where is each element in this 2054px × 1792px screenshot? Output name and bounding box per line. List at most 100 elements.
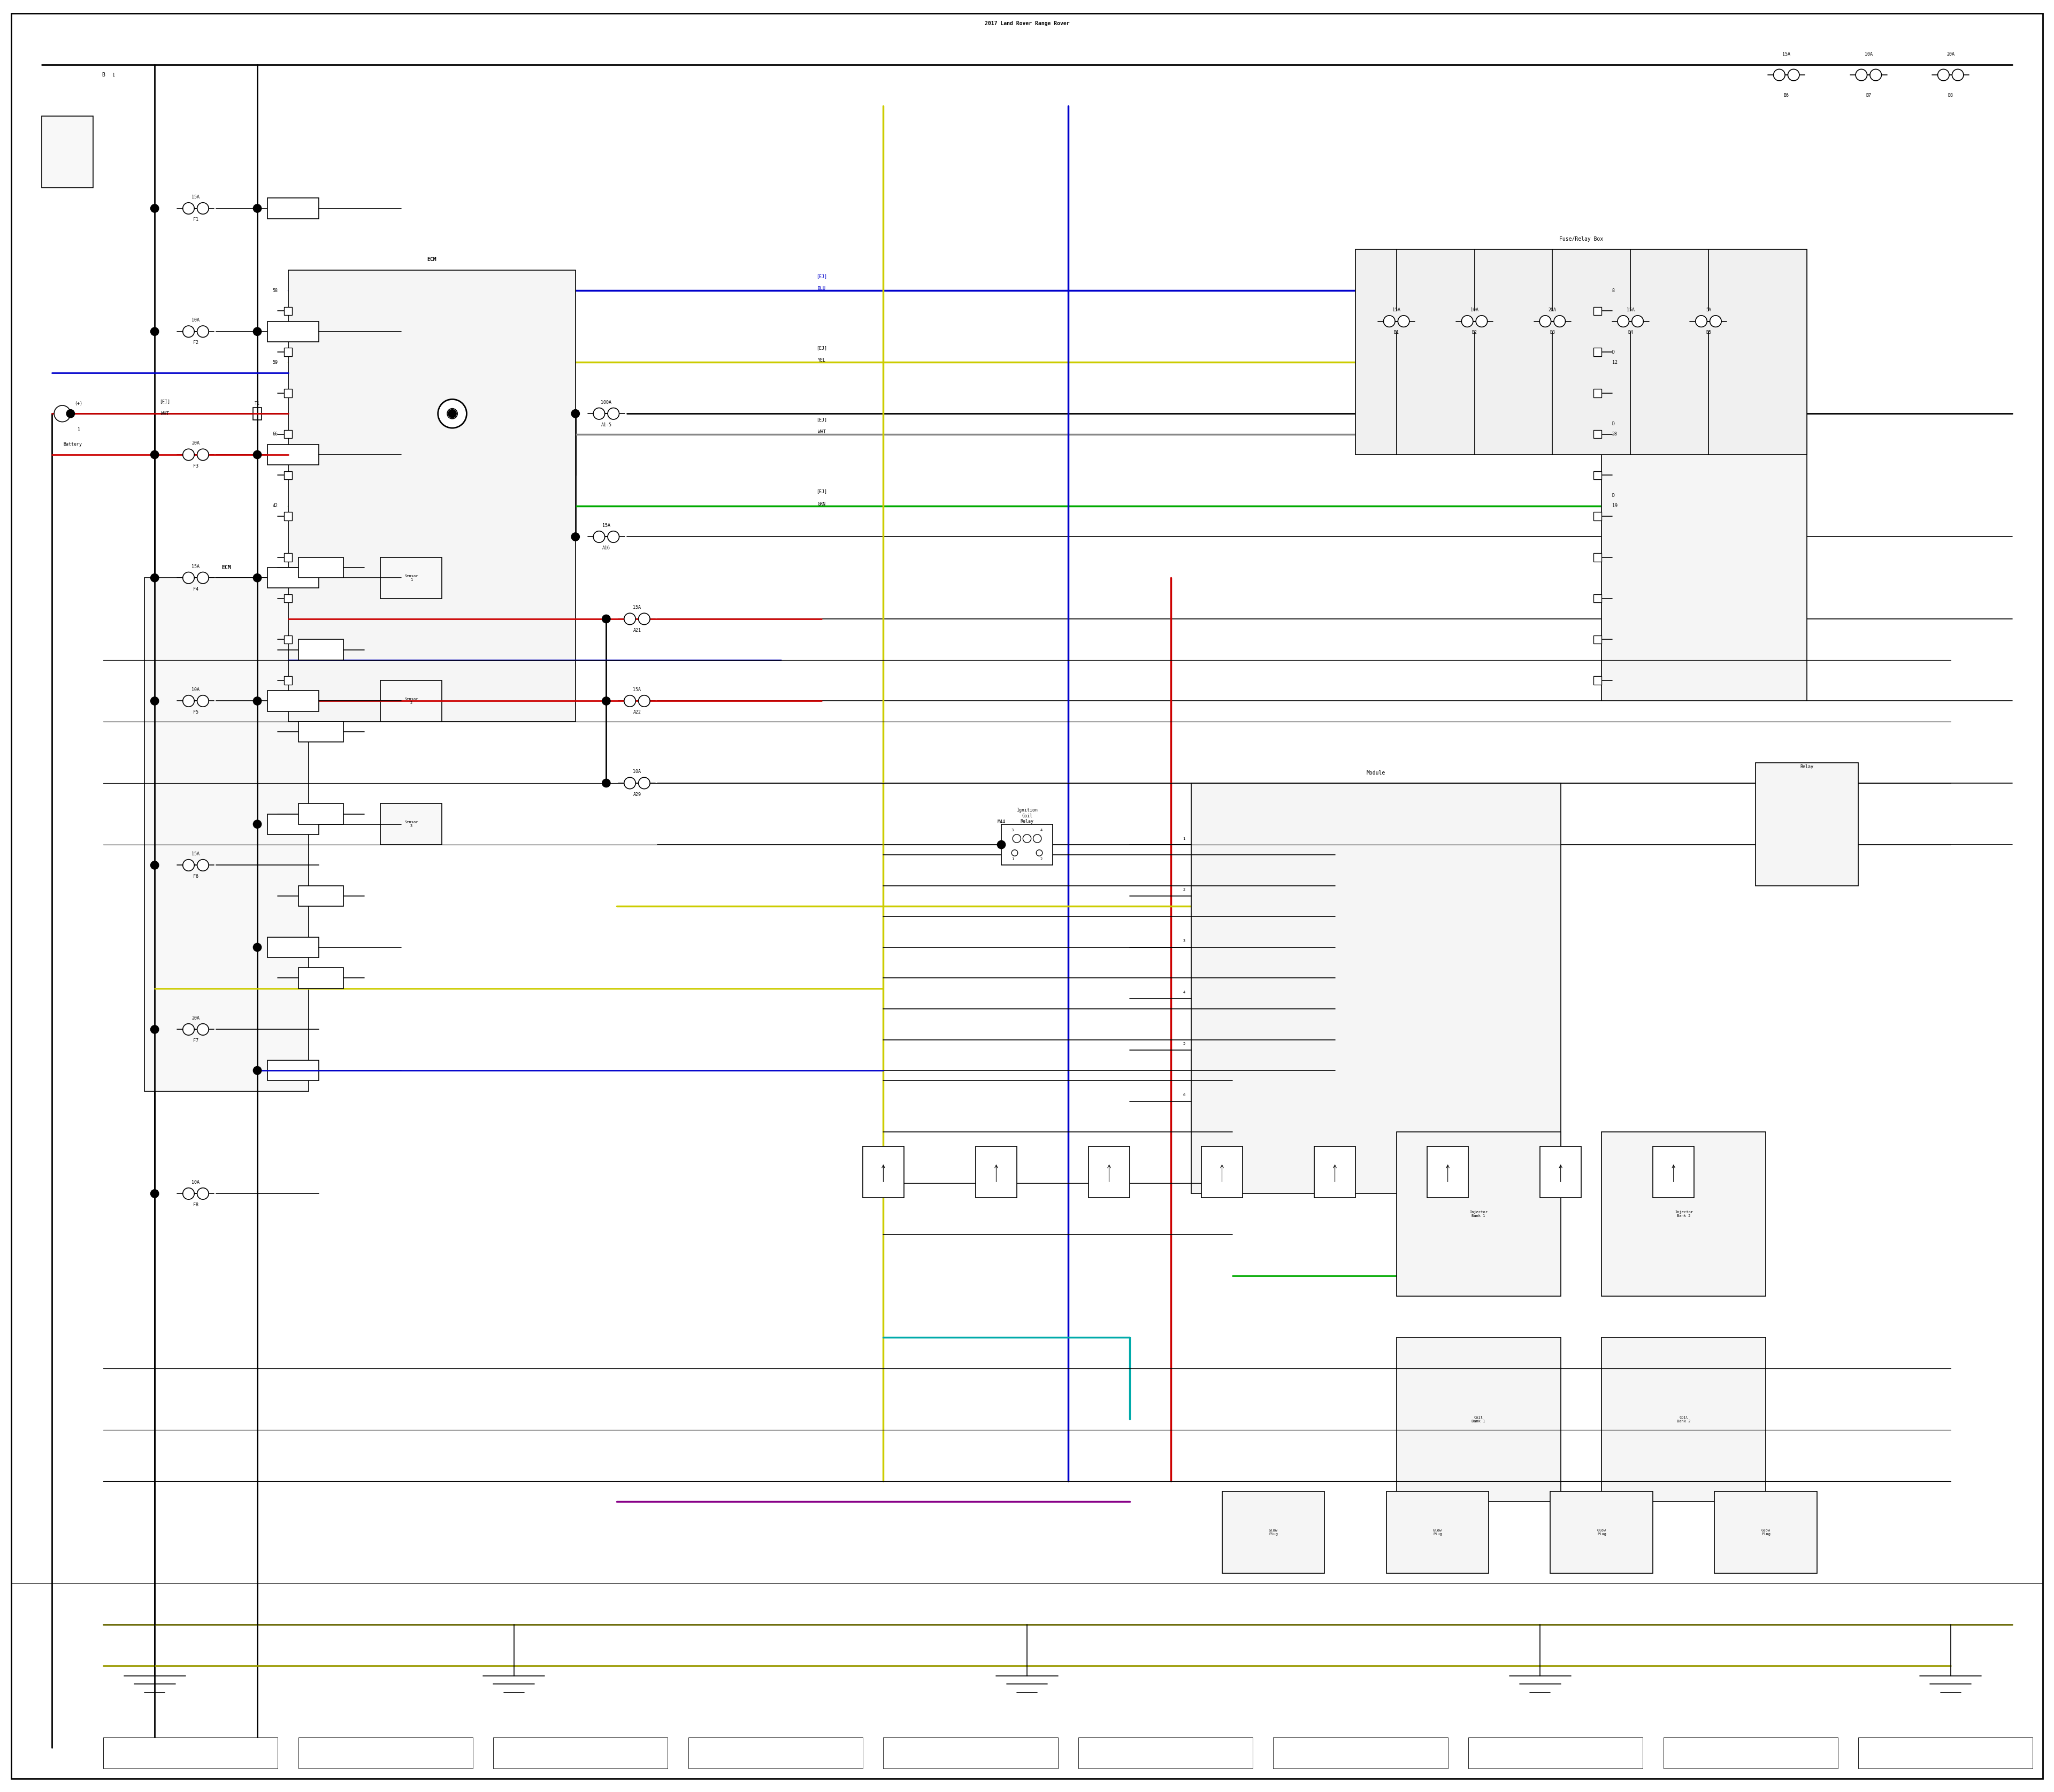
- Circle shape: [594, 409, 604, 419]
- Bar: [493, 1738, 668, 1769]
- Bar: [1469, 1738, 1643, 1769]
- Circle shape: [1023, 835, 1031, 842]
- Circle shape: [1540, 315, 1551, 326]
- Bar: [283, 513, 292, 520]
- Text: 5: 5: [1183, 1043, 1185, 1045]
- Text: GRN: GRN: [817, 502, 826, 507]
- Text: 8: 8: [1612, 289, 1614, 292]
- Circle shape: [1631, 315, 1643, 326]
- Circle shape: [183, 860, 195, 871]
- Bar: [1397, 1337, 1561, 1502]
- Circle shape: [150, 1190, 158, 1197]
- Bar: [380, 803, 442, 844]
- Text: 66: 66: [273, 432, 277, 437]
- Text: F2: F2: [193, 340, 199, 346]
- Bar: [283, 389, 292, 398]
- Bar: [288, 271, 575, 722]
- Bar: [688, 1738, 863, 1769]
- Circle shape: [197, 1023, 210, 1036]
- Bar: [380, 681, 442, 722]
- Circle shape: [150, 450, 158, 459]
- Text: 1: 1: [113, 72, 115, 77]
- Bar: [298, 722, 343, 742]
- Bar: [380, 557, 442, 599]
- Text: 6: 6: [1183, 1093, 1185, 1097]
- Text: A22: A22: [633, 710, 641, 715]
- Circle shape: [197, 326, 210, 337]
- Text: D: D: [1612, 349, 1614, 355]
- Bar: [283, 595, 292, 602]
- Text: ECM: ECM: [427, 256, 438, 262]
- Text: 10A: 10A: [1471, 308, 1479, 312]
- Circle shape: [183, 450, 195, 461]
- Bar: [267, 814, 318, 835]
- Text: BLU: BLU: [817, 287, 826, 290]
- Text: A16: A16: [602, 547, 610, 550]
- Bar: [1315, 1147, 1356, 1197]
- Text: 15A: 15A: [191, 195, 199, 199]
- Bar: [1078, 1738, 1253, 1769]
- Bar: [1222, 1491, 1325, 1573]
- Text: 3: 3: [1011, 828, 1015, 831]
- Circle shape: [150, 1025, 158, 1034]
- Bar: [283, 430, 292, 439]
- Text: 20A: 20A: [191, 441, 199, 446]
- Bar: [1653, 1147, 1695, 1197]
- Circle shape: [624, 778, 635, 788]
- Circle shape: [197, 572, 210, 584]
- Bar: [267, 199, 318, 219]
- Circle shape: [1384, 315, 1395, 326]
- Bar: [267, 1061, 318, 1081]
- Bar: [1594, 513, 1602, 520]
- Bar: [1089, 1147, 1130, 1197]
- Text: 10A: 10A: [1865, 52, 1873, 57]
- Bar: [283, 636, 292, 643]
- Text: Glow
Plug: Glow Plug: [1598, 1529, 1606, 1536]
- Circle shape: [150, 204, 158, 213]
- Text: B6: B6: [1783, 93, 1789, 99]
- Text: 2: 2: [1039, 857, 1043, 860]
- Circle shape: [253, 450, 261, 459]
- Bar: [41, 116, 92, 188]
- Circle shape: [183, 1023, 195, 1036]
- Circle shape: [1709, 315, 1721, 326]
- Text: 1: 1: [1011, 857, 1015, 860]
- Text: B5: B5: [1705, 330, 1711, 335]
- Circle shape: [197, 450, 210, 461]
- Text: 15A: 15A: [191, 564, 199, 570]
- Text: (+): (+): [74, 401, 82, 405]
- Bar: [1594, 676, 1602, 685]
- Text: Glow
Plug: Glow Plug: [1762, 1529, 1771, 1536]
- Text: [EJ]: [EJ]: [815, 274, 828, 278]
- Text: A1-5: A1-5: [602, 423, 612, 426]
- Text: 20A: 20A: [191, 1016, 199, 1020]
- Circle shape: [253, 821, 261, 828]
- Circle shape: [66, 410, 74, 418]
- Text: WHT: WHT: [160, 410, 168, 416]
- Text: B1: B1: [1395, 330, 1399, 335]
- Text: Sensor
2: Sensor 2: [405, 697, 419, 704]
- Text: B4: B4: [1627, 330, 1633, 335]
- Circle shape: [998, 840, 1006, 849]
- Circle shape: [1869, 70, 1881, 81]
- Text: 4: 4: [1183, 991, 1185, 995]
- Bar: [1202, 1147, 1243, 1197]
- Circle shape: [150, 328, 158, 335]
- Bar: [1594, 595, 1602, 602]
- Circle shape: [183, 326, 195, 337]
- Text: B3: B3: [1551, 330, 1555, 335]
- Text: Coil
Bank 2: Coil Bank 2: [1676, 1416, 1690, 1423]
- Circle shape: [602, 615, 610, 624]
- Circle shape: [1035, 849, 1041, 857]
- Text: 15A: 15A: [602, 523, 610, 529]
- Text: [EI]: [EI]: [160, 400, 170, 403]
- Circle shape: [197, 1188, 210, 1199]
- Text: 15A: 15A: [191, 851, 199, 857]
- Text: 10A: 10A: [191, 1179, 199, 1185]
- Circle shape: [624, 613, 635, 625]
- Circle shape: [1033, 835, 1041, 842]
- Bar: [283, 676, 292, 685]
- Text: Battery: Battery: [64, 443, 82, 446]
- Circle shape: [150, 573, 158, 582]
- Circle shape: [253, 204, 261, 213]
